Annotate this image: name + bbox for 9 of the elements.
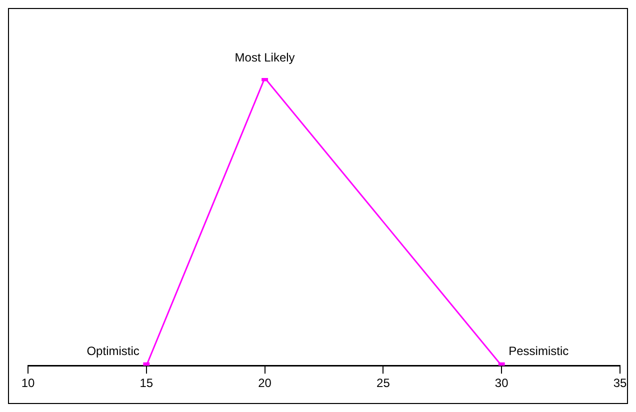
- x-tick-label: 25: [376, 376, 390, 390]
- x-tick-label: 35: [613, 376, 627, 390]
- x-tick-label: 10: [21, 376, 35, 390]
- x-tick-label: 20: [258, 376, 272, 390]
- annotation: Most Likely: [234, 50, 295, 64]
- x-tick-label: 30: [494, 376, 509, 390]
- x-tick-label: 15: [140, 376, 154, 390]
- annotation: Pessimistic: [508, 344, 569, 358]
- annotation: Optimistic: [86, 344, 140, 358]
